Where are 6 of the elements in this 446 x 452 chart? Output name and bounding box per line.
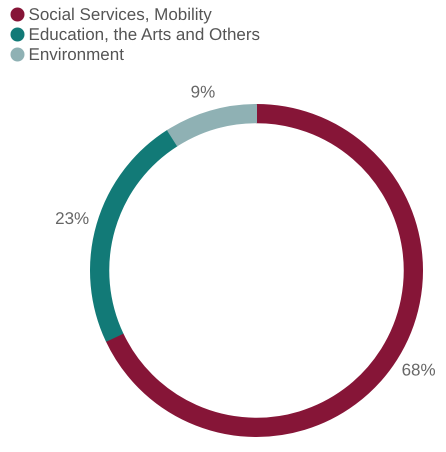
legend-label: Education, the Arts and Others [28,25,260,44]
legend-label: Social Services, Mobility [28,5,212,24]
legend-label: Environment [28,45,124,64]
data-label: 9% [190,82,216,102]
data-label: 68% [402,360,436,380]
data-label: 23% [55,209,90,228]
